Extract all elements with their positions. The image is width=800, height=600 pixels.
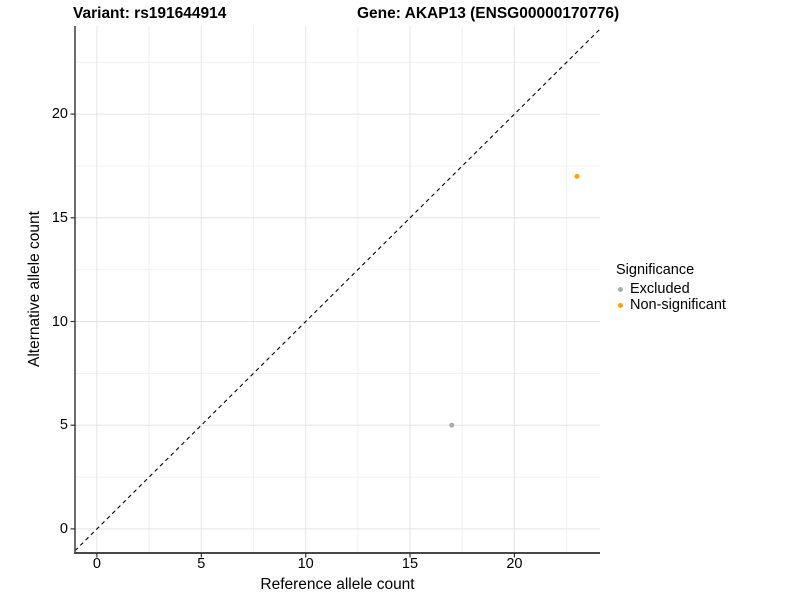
legend-dot-non-significant-icon [618,302,623,308]
legend-item-label: Excluded [630,281,690,297]
legend-item-excluded: Excluded [616,281,726,297]
x-axis-title: Reference allele count [260,576,415,593]
y-tick-label: 20 [51,106,68,123]
data-point-excluded [449,422,455,428]
y-tick-label: 15 [51,209,68,226]
x-tick-label: 15 [401,556,419,572]
legend-item-non-significant: Non-significant [616,297,726,313]
chart-canvas [70,26,601,558]
legend-item-label: Non-significant [630,297,726,313]
x-tick-label: 0 [92,556,101,572]
legend: Significance Excluded Non-significant [616,261,726,313]
plot-panel [70,26,601,558]
identity-line [74,28,601,552]
plot-title-variant: Variant: rs191644914 [73,5,227,22]
x-tick-label: 10 [297,556,314,572]
y-tick-label: 0 [59,520,68,537]
x-tick-label: 20 [506,556,523,572]
y-tick-label: 5 [59,417,68,434]
legend-title: Significance [616,262,695,278]
data-point-non-significant [574,173,580,179]
x-tick-label: 5 [197,556,206,572]
y-axis-title: Alternative allele count [26,211,43,367]
plot-title-gene: Gene: AKAP13 (ENSG00000170776) [357,5,620,22]
legend-dot-excluded-icon [618,286,623,292]
y-tick-label: 10 [51,313,68,330]
